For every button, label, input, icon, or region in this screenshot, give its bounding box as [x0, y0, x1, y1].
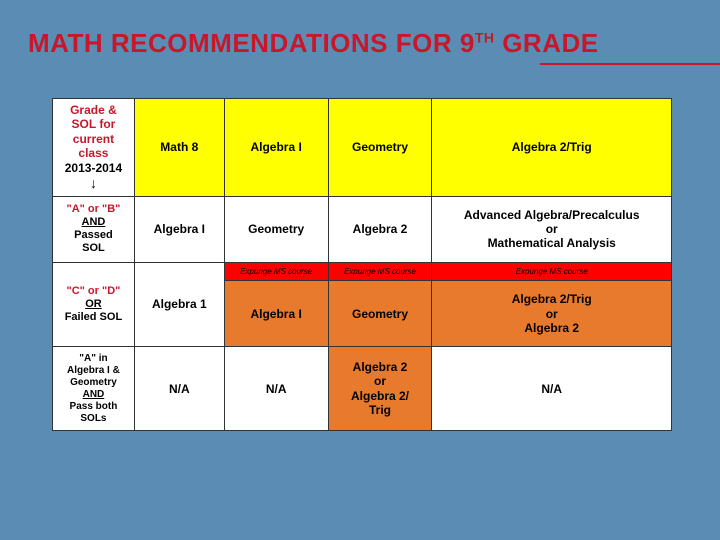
row-ab-and: AND	[82, 216, 106, 228]
row-a-cell-3: Algebra 2 or Algebra 2/ Trig	[328, 347, 432, 431]
row-cd-label: "C" or "D" OR Failed SOL	[53, 262, 135, 347]
row-cd-cell-1: Algebra I	[224, 281, 328, 347]
row-cd-expunge: "C" or "D" OR Failed SOL Algebra 1 Expun…	[53, 262, 672, 281]
row-cd-failed: Failed SOL	[65, 311, 122, 323]
row-ab-cell-1: Algebra I	[134, 196, 224, 262]
recommendation-table: Grade & SOL for current class 2013-2014 …	[52, 98, 672, 431]
row-a-l1: "A" in	[79, 353, 107, 364]
row-cd-expunge-3: Expunge MS course	[432, 262, 672, 281]
row-a-l2: Algebra I &	[67, 365, 120, 376]
row-a-l5: SOLs	[80, 413, 106, 424]
header-col-alg2trig: Algebra 2/Trig	[432, 99, 672, 197]
hdr-l2: SOL for	[72, 117, 116, 131]
row-ab-cell-4: Advanced Algebra/Precalculus or Mathemat…	[432, 196, 672, 262]
row-cd-alg1: Algebra 1	[134, 262, 224, 347]
row-cd-cell-3: Algebra 2/Trig or Algebra 2	[432, 281, 672, 347]
row-ab-cell-3: Algebra 2	[328, 196, 432, 262]
row-cd-cell-2: Geometry	[328, 281, 432, 347]
row-ab-label: "A" or "B" AND Passed SOL	[53, 196, 135, 262]
row-a-label: "A" in Algebra I & Geometry AND Pass bot…	[53, 347, 135, 431]
row-a-l3: Geometry	[70, 377, 117, 388]
row-ab-grade: "A" or "B"	[67, 203, 121, 215]
hdr-year: 2013-2014	[65, 161, 122, 175]
title-text: MATH RECOMMENDATIONS FOR 9TH GRADE	[28, 28, 599, 58]
row-a-cell-4: N/A	[432, 347, 672, 431]
hdr-l3: current	[73, 132, 114, 146]
row-a-and: AND	[83, 389, 105, 400]
slide: MATH RECOMMENDATIONS FOR 9TH GRADE Grade…	[0, 0, 720, 540]
page-title: MATH RECOMMENDATIONS FOR 9TH GRADE	[28, 28, 692, 59]
header-col-algebra1: Algebra I	[224, 99, 328, 197]
row-cd-or: OR	[85, 298, 102, 310]
row-cd-expunge-1: Expunge MS course	[224, 262, 328, 281]
title-sup: TH	[475, 29, 495, 45]
title-post: GRADE	[494, 28, 598, 58]
row-a-cell-2: N/A	[224, 347, 328, 431]
hdr-l4: class	[78, 146, 108, 160]
header-row: Grade & SOL for current class 2013-2014 …	[53, 99, 672, 197]
row-ab-cell-2: Geometry	[224, 196, 328, 262]
row-a-l4: Pass both	[70, 401, 118, 412]
header-col-math8: Math 8	[134, 99, 224, 197]
header-col-geometry: Geometry	[328, 99, 432, 197]
row-ab-sol: SOL	[82, 242, 105, 254]
hdr-l1: Grade &	[70, 103, 117, 117]
title-pre: MATH RECOMMENDATIONS FOR 9	[28, 28, 475, 58]
row-cd-grade: "C" or "D"	[67, 285, 121, 297]
header-label-cell: Grade & SOL for current class 2013-2014 …	[53, 99, 135, 197]
row-ab-passed: Passed	[74, 229, 113, 241]
hdr-arrow: ↓	[90, 175, 97, 191]
row-a-cell-1: N/A	[134, 347, 224, 431]
title-underline	[540, 63, 720, 65]
row-a-or-b: "A" or "B" AND Passed SOL Algebra I Geom…	[53, 196, 672, 262]
row-cd-expunge-2: Expunge MS course	[328, 262, 432, 281]
row-a-both: "A" in Algebra I & Geometry AND Pass bot…	[53, 347, 672, 431]
